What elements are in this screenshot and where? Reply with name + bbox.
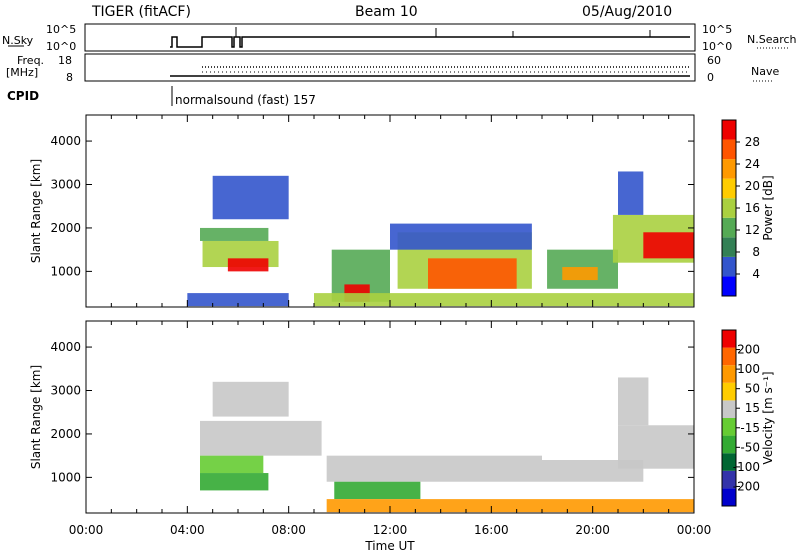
power-data-cell [428,258,517,289]
colorbar-tick-label: 28 [745,135,760,149]
colorbar-tick-label: -50 [740,440,760,454]
colorbar-tick-label: -200 [733,479,760,493]
power-data-cell [227,258,269,272]
freq-panel-frame [84,53,696,82]
radar-title: TIGER (fitACF) [91,4,191,20]
x-tick-label: 08:00 [271,523,306,537]
freq-tick-low: 8 [66,71,73,84]
colorbar-tick-label: 20 [745,179,760,193]
colorbar-tick-label: -15 [740,421,760,435]
velocity-colorbar-segment [722,365,736,383]
velocity-data-cell [618,377,649,426]
nsky-tick-low: 10^0 [46,40,76,53]
colorbar-tick-label: 15 [745,401,760,415]
power-colorbar-segment [722,256,736,277]
power-colorbar-segment [722,178,736,199]
nave-tick-high: 60 [707,54,721,67]
y-tick-label: 4000 [50,134,81,148]
y-tick-label: 3000 [50,384,81,398]
velocity-colorbar-segment [722,470,736,489]
power-data-cell [562,267,598,281]
velocity-data-cell [334,481,421,500]
nsearch-tick-high: 10^5 [702,23,732,36]
power-panel: 1000 2000 3000 4000 Slant Range [km] 4 8 12 16 20… [29,114,775,308]
date-label: 05/Aug/2010 [582,4,672,20]
velocity-colorbar-segment [722,418,736,436]
velocity-panel: 1000 2000 3000 4000 Slant Range [km] 200 100 50… [29,320,775,514]
y-tick-label: 1000 [50,470,81,484]
nsky-tick-high: 10^5 [46,23,76,36]
power-colorbar-segment [722,120,736,140]
colorbar-tick-label: 50 [745,382,760,396]
x-tick-label: 20:00 [575,523,610,537]
colorbar-label: Power [dB] [761,175,775,240]
velocity-colorbar-segment [722,400,736,418]
time-axis: 00:00 04:00 08:00 12:00 16:00 20:00 00:00 Time … [69,523,712,553]
velocity-colorbar-segment [722,382,736,401]
colorbar-tick-label: -100 [733,460,760,474]
x-tick-label: 12:00 [373,523,408,537]
nsearch-label: N.Search [747,33,797,46]
y-tick-label: 1000 [50,264,81,278]
velocity-data-cell [200,473,269,491]
colorbar-tick-label: 4 [752,267,760,281]
power-colorbar-segment [722,217,736,238]
velocity-colorbar-segment [722,330,736,348]
power-data-cell [200,227,269,241]
power-colorbar-segment [722,276,736,296]
freq-label-line2: [MHz] [6,66,38,79]
velocity-data-cell [326,455,542,482]
nave-tick-low: 0 [707,71,714,84]
velocity-colorbar-segment [722,435,736,454]
power-data-cell [187,293,289,307]
velocity-data-cell [200,420,322,456]
velocity-colorbar-segment [722,488,736,506]
velocity-data-cell [618,425,694,469]
colorbar-tick-label: 200 [737,343,760,357]
nsearch-tick-low: 10^0 [702,40,732,53]
freq-label-line1: Freq. [17,54,44,67]
power-colorbar-segment [722,198,736,218]
power-data-cell [314,293,694,307]
beam-label: Beam 10 [355,4,418,20]
x-tick-label: 00:00 [69,523,104,537]
nsky-panel-frame [84,23,696,52]
freq-tick-high: 18 [58,54,72,67]
y-tick-label: 2000 [50,427,81,441]
cpid-label: CPID [7,89,39,103]
power-data-cell [618,171,644,215]
colorbar-tick-label: 16 [745,201,760,215]
y-tick-label: 2000 [50,221,81,235]
velocity-colorbar-frame [721,329,737,507]
power-colorbar-segment [722,159,736,179]
cpid-text: normalsound (fast) 157 [175,93,316,107]
power-colorbar-segment [722,237,736,257]
y-axis-label: Slant Range [km] [29,159,43,263]
velocity-data-cell [200,455,264,474]
velocity-colorbar-segment [722,453,736,471]
y-axis-label: Slant Range [km] [29,365,43,469]
nsky-label: N.Sky [2,34,34,47]
x-tick-label: 16:00 [474,523,509,537]
colorbar-tick-label: 8 [752,245,760,259]
velocity-data-cell [212,381,289,417]
y-tick-label: 3000 [50,178,81,192]
power-data-cell [643,232,694,259]
y-tick-label: 4000 [50,340,81,354]
x-axis-label: Time UT [364,539,415,553]
x-tick-label: 04:00 [170,523,205,537]
power-colorbar-segment [722,139,736,160]
nsky-trace [170,36,690,48]
colorbar-label: Velocity [m s⁻¹] [761,371,775,464]
power-data-cell [212,175,289,220]
nave-label: Nave [751,65,779,78]
x-tick-label: 00:00 [677,523,712,537]
velocity-colorbar-segment [722,347,736,366]
colorbar-tick-label: 100 [737,362,760,376]
colorbar-tick-label: 12 [745,223,760,237]
velocity-data-cell [326,499,694,513]
power-data-cell [390,223,532,250]
colorbar-tick-label: 24 [745,157,760,171]
